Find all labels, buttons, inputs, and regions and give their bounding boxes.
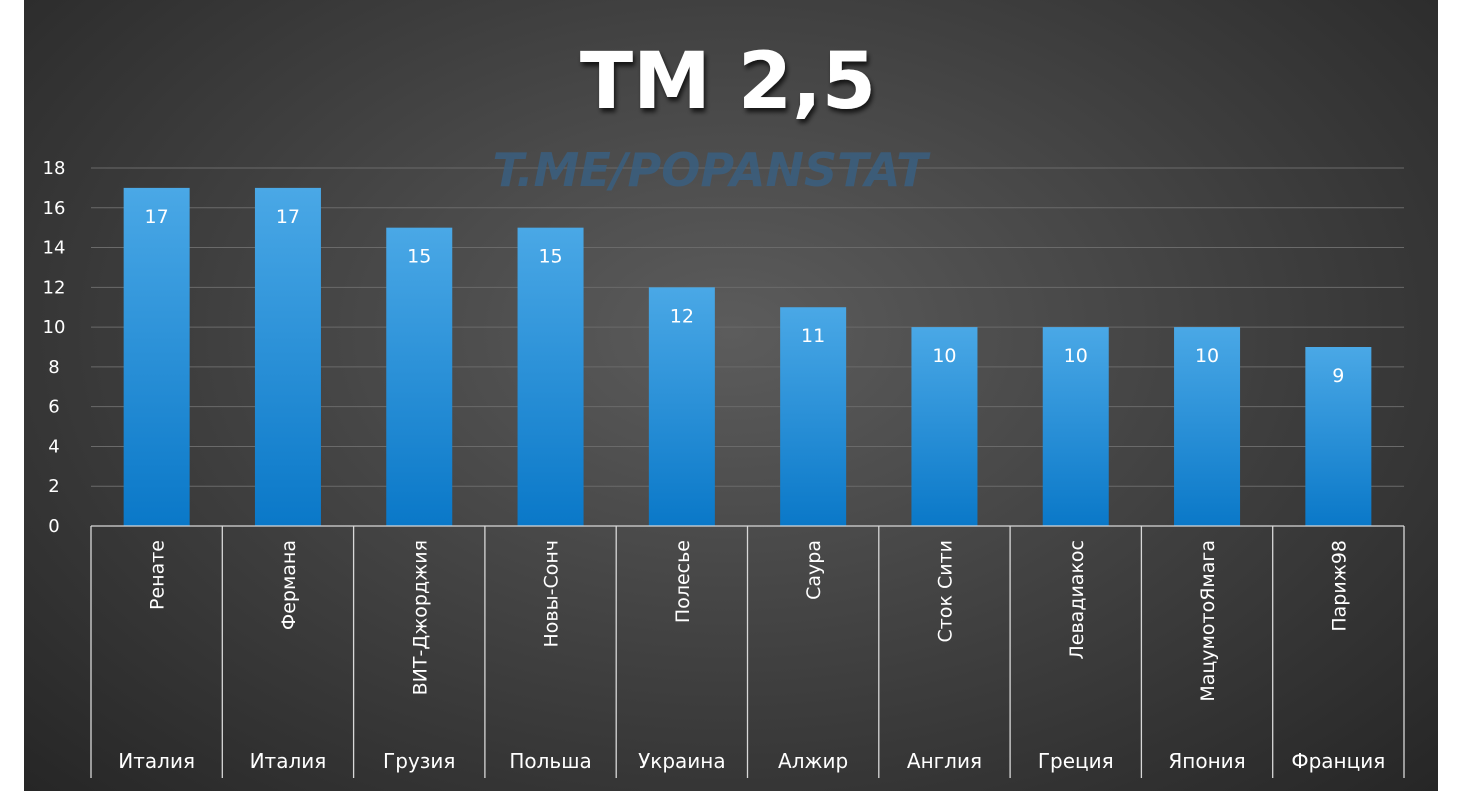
chart-panel: ТМ 2,5 0 2 4 6 8 10 12 14 16 18 17 17 15 15 12 11 10 10 1… [24, 0, 1438, 791]
team-label: Сток Сити [934, 540, 956, 643]
y-axis-ticks: 0 2 4 6 8 10 12 14 16 18 [43, 158, 66, 537]
y-tick-label: 12 [43, 277, 66, 298]
data-label: 10 [932, 345, 956, 367]
data-label: 10 [1064, 345, 1088, 367]
team-label: ВИТ-Джорджия [409, 540, 431, 695]
country-label: Греция [1038, 749, 1114, 773]
team-label: Новы-Сонч [541, 540, 563, 648]
country-label: Англия [907, 749, 982, 773]
data-labels: 17 17 15 15 12 11 10 10 10 9 [145, 206, 1345, 387]
x-axis: Ренате Италия Фермана Италия ВИТ-Джорджия Гру… [90, 525, 1405, 778]
data-label: 10 [1195, 345, 1219, 367]
country-label: Италия [250, 749, 327, 773]
team-label: Полесье [672, 540, 694, 623]
bar [1042, 327, 1109, 526]
country-label: Польша [509, 749, 591, 773]
country-label: Грузия [383, 749, 455, 773]
data-label: 17 [145, 206, 169, 228]
country-label: Италия [118, 749, 195, 773]
team-label: Саура [803, 540, 825, 600]
y-tick-label: 16 [43, 198, 66, 219]
data-label: 15 [407, 246, 431, 268]
bar [386, 227, 453, 526]
data-label: 15 [538, 246, 562, 268]
y-tick-label: 14 [43, 238, 66, 259]
data-label: 12 [670, 305, 694, 327]
country-label: Украина [638, 749, 726, 773]
data-label: 11 [801, 325, 825, 347]
y-tick-label: 10 [43, 317, 66, 338]
y-tick-label: 4 [48, 436, 59, 457]
data-label: 9 [1332, 365, 1344, 387]
country-label: Япония [1168, 749, 1245, 773]
team-label: Левадиакос [1066, 540, 1088, 660]
bar [517, 227, 584, 526]
team-label: Париж98 [1328, 540, 1350, 632]
bar [254, 187, 321, 526]
team-label: МацумотоЯмага [1197, 540, 1219, 702]
bars [123, 187, 1372, 526]
team-label: Фермана [278, 540, 300, 630]
team-label: Ренате [147, 540, 169, 610]
bar [1305, 347, 1372, 526]
y-tick-label: 6 [48, 397, 59, 418]
bar [780, 307, 847, 526]
data-label: 17 [276, 206, 300, 228]
y-tick-label: 2 [48, 476, 59, 497]
bar [123, 187, 190, 526]
bar [911, 327, 978, 526]
y-tick-label: 0 [48, 516, 59, 537]
country-label: Алжир [778, 749, 848, 773]
watermark: T.ME/POPANSTAT [493, 143, 932, 197]
country-label: Франция [1291, 749, 1385, 773]
bar [648, 287, 715, 526]
bar [1174, 327, 1241, 526]
chart-title: ТМ 2,5 [580, 37, 876, 127]
y-tick-label: 18 [43, 158, 66, 179]
y-tick-label: 8 [48, 357, 59, 378]
